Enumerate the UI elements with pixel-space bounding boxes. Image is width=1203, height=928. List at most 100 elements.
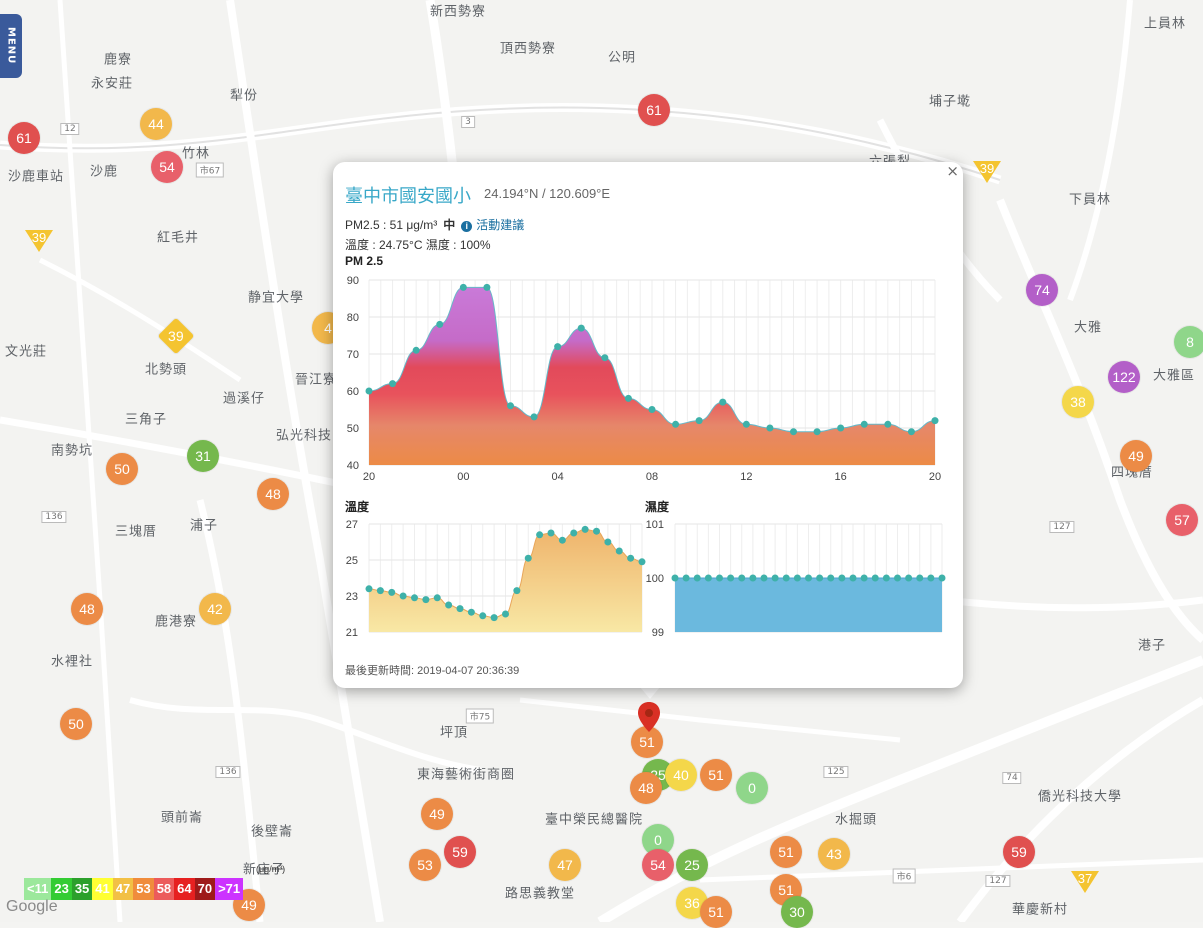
legend-item: >71	[215, 878, 244, 900]
t-point	[445, 601, 453, 609]
activity-advice-link[interactable]: 活動建議	[476, 218, 525, 232]
station-marker[interactable]: 50	[106, 453, 138, 485]
legend-item: 41	[92, 878, 113, 900]
station-marker[interactable]: 38	[1062, 386, 1094, 418]
road-shield: 127	[1049, 521, 1075, 533]
h-y-tick: 100	[646, 573, 664, 585]
h-area	[675, 578, 942, 632]
place-label: 公明	[607, 50, 637, 66]
station-marker-triangle[interactable]: 39	[25, 230, 53, 252]
station-marker[interactable]: 50	[60, 708, 92, 740]
station-marker[interactable]: 59	[444, 836, 476, 868]
pm-x-tick: 08	[646, 471, 658, 483]
station-marker[interactable]: 51	[700, 896, 732, 928]
place-label: 沙鹿車站	[7, 169, 65, 185]
place-label: 華慶新村	[1011, 902, 1069, 918]
station-marker[interactable]: 43	[818, 838, 850, 870]
station-marker[interactable]: 48	[257, 478, 289, 510]
station-marker[interactable]: 42	[199, 593, 231, 625]
station-marker[interactable]: 48	[630, 772, 662, 804]
station-marker[interactable]: 61	[638, 94, 670, 126]
marker-value: 37	[1077, 871, 1093, 886]
t-y-tick: 21	[346, 627, 358, 639]
station-marker[interactable]: 53	[409, 849, 441, 881]
pm-y-tick: 80	[347, 312, 359, 324]
pm-x-tick: 20	[363, 471, 375, 483]
station-marker[interactable]: 0	[736, 772, 768, 804]
station-marker[interactable]: 61	[8, 122, 40, 154]
pm-point	[577, 324, 585, 332]
station-marker[interactable]: 51	[631, 726, 663, 758]
h-point	[871, 574, 879, 582]
h-point	[927, 574, 935, 582]
pm-point	[766, 424, 774, 432]
t-point	[593, 527, 600, 535]
h-point	[738, 574, 746, 582]
station-marker[interactable]: 57	[1166, 504, 1198, 536]
legend-item: 58	[153, 878, 175, 900]
road-shield: 136	[41, 511, 67, 523]
pm-level: 中	[443, 218, 456, 232]
station-coordinates: 24.194°N / 120.609°E	[484, 186, 611, 201]
station-marker[interactable]: 54	[151, 151, 183, 183]
selected-location-pin-icon[interactable]	[638, 702, 660, 732]
station-marker[interactable]: 54	[642, 849, 674, 881]
pm-legend: <11 23 35 41 47 53 58 64 70 >71	[24, 878, 244, 900]
info-icon[interactable]: i	[461, 221, 473, 232]
t-area	[369, 529, 642, 632]
place-label: 浦子	[189, 518, 219, 534]
station-marker[interactable]: 44	[140, 108, 172, 140]
place-label: 永安莊	[90, 76, 134, 92]
t-point	[558, 536, 566, 544]
pm-point	[412, 346, 420, 354]
legend-item: 70	[194, 878, 216, 900]
t-point	[502, 610, 509, 618]
temp-humidity: 溫度 : 24.75°C 濕度 : 100%	[345, 238, 491, 252]
temperature-chart-title: 溫度	[345, 500, 370, 514]
station-marker[interactable]: 25	[676, 849, 708, 881]
station-marker[interactable]: 59	[1003, 836, 1035, 868]
station-marker[interactable]: 49	[233, 889, 265, 921]
menu-button[interactable]: MENU	[0, 14, 22, 78]
pm-point	[459, 283, 467, 291]
pm-point	[530, 413, 538, 421]
station-marker[interactable]: 49	[421, 798, 453, 830]
t-point	[581, 525, 589, 533]
pm-point	[813, 428, 821, 436]
pm-point	[436, 320, 444, 328]
pm-point	[860, 420, 868, 428]
legend-item: 47	[112, 878, 134, 900]
place-label: 後壁崙	[250, 824, 294, 840]
pm-point	[719, 398, 727, 406]
h-point	[727, 574, 735, 582]
road-shield: 74	[1002, 772, 1022, 784]
station-marker[interactable]: 122	[1108, 361, 1140, 393]
station-marker[interactable]: 51	[700, 759, 732, 791]
station-marker[interactable]: 47	[549, 849, 581, 881]
station-marker-triangle[interactable]: 39	[973, 161, 1001, 183]
pm-x-tick: 16	[835, 471, 847, 483]
marker-value: 39	[168, 327, 184, 344]
station-marker[interactable]: 31	[187, 440, 219, 472]
place-label: 水裡社	[50, 654, 94, 670]
station-marker[interactable]: 74	[1026, 274, 1058, 306]
t-point	[467, 608, 475, 616]
place-label: 弘光科技	[275, 428, 333, 444]
station-marker[interactable]: 49	[1120, 440, 1152, 472]
station-marker[interactable]: 8	[1174, 326, 1203, 358]
pm-x-tick: 20	[929, 471, 941, 483]
pm25-chart: 40 50 60 70 80 90 20 00 04 08 12 16 20	[347, 275, 941, 483]
place-label: 頂西勢寮	[499, 41, 557, 57]
marker-value: 39	[979, 161, 995, 176]
t-point	[570, 529, 578, 537]
close-icon[interactable]: ×	[946, 162, 959, 180]
station-marker-triangle[interactable]: 37	[1071, 871, 1099, 893]
station-marker[interactable]: 51	[770, 836, 802, 868]
pm-value: PM2.5 : 51 μg/m³	[345, 218, 438, 232]
station-marker[interactable]: 48	[71, 593, 103, 625]
station-marker[interactable]: 30	[781, 896, 813, 928]
station-marker[interactable]: 40	[665, 759, 697, 791]
pm-x-tick: 04	[552, 471, 564, 483]
pm-point	[389, 380, 397, 388]
